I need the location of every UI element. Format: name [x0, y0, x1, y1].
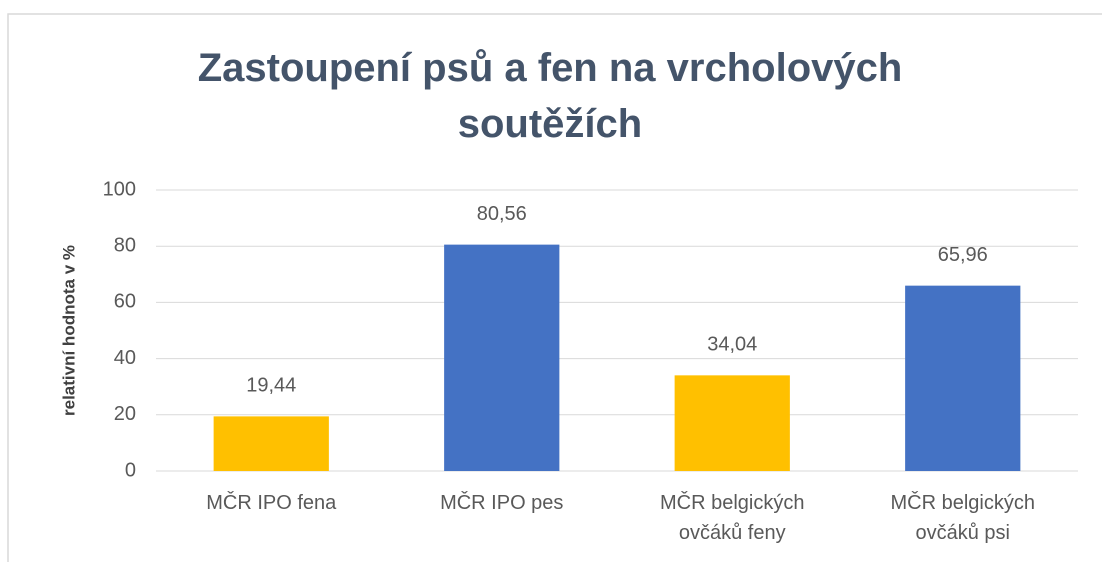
chart-title: Zastoupení psů a fen na vrcholových sout…: [197, 46, 903, 146]
bar: [444, 244, 560, 471]
y-tick-label: 40: [114, 347, 136, 369]
data-label: 19,44: [246, 375, 296, 397]
data-label: 34,04: [707, 334, 757, 356]
y-tick-label: 100: [103, 178, 136, 200]
bar: [213, 416, 329, 471]
y-axis-label: relativní hodnota v %: [59, 245, 78, 416]
y-tick-label: 80: [114, 234, 136, 256]
bar: [905, 285, 1021, 471]
x-tick-label: MČR IPO fena: [206, 492, 337, 514]
chart-border: [7, 13, 1102, 562]
x-tick-label: MČR IPO pes: [440, 492, 564, 514]
bar: [674, 375, 790, 471]
x-tick-label: MČR belgických ovčáků psi: [890, 492, 1035, 544]
x-tick-label: MČR belgických ovčáků feny: [660, 492, 805, 544]
data-label: 80,56: [477, 203, 527, 225]
y-tick-label: 20: [114, 403, 136, 425]
y-tick-label: 0: [125, 459, 136, 481]
y-tick-label: 60: [114, 291, 136, 313]
data-label: 65,96: [938, 244, 988, 266]
